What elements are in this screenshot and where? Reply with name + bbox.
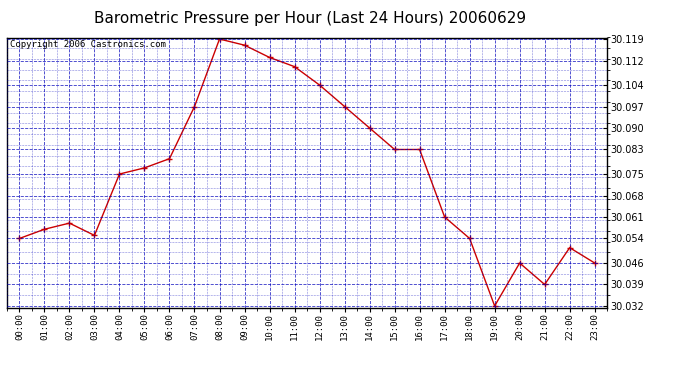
Text: Copyright 2006 Castronics.com: Copyright 2006 Castronics.com <box>10 40 166 49</box>
Text: Barometric Pressure per Hour (Last 24 Hours) 20060629: Barometric Pressure per Hour (Last 24 Ho… <box>95 11 526 26</box>
